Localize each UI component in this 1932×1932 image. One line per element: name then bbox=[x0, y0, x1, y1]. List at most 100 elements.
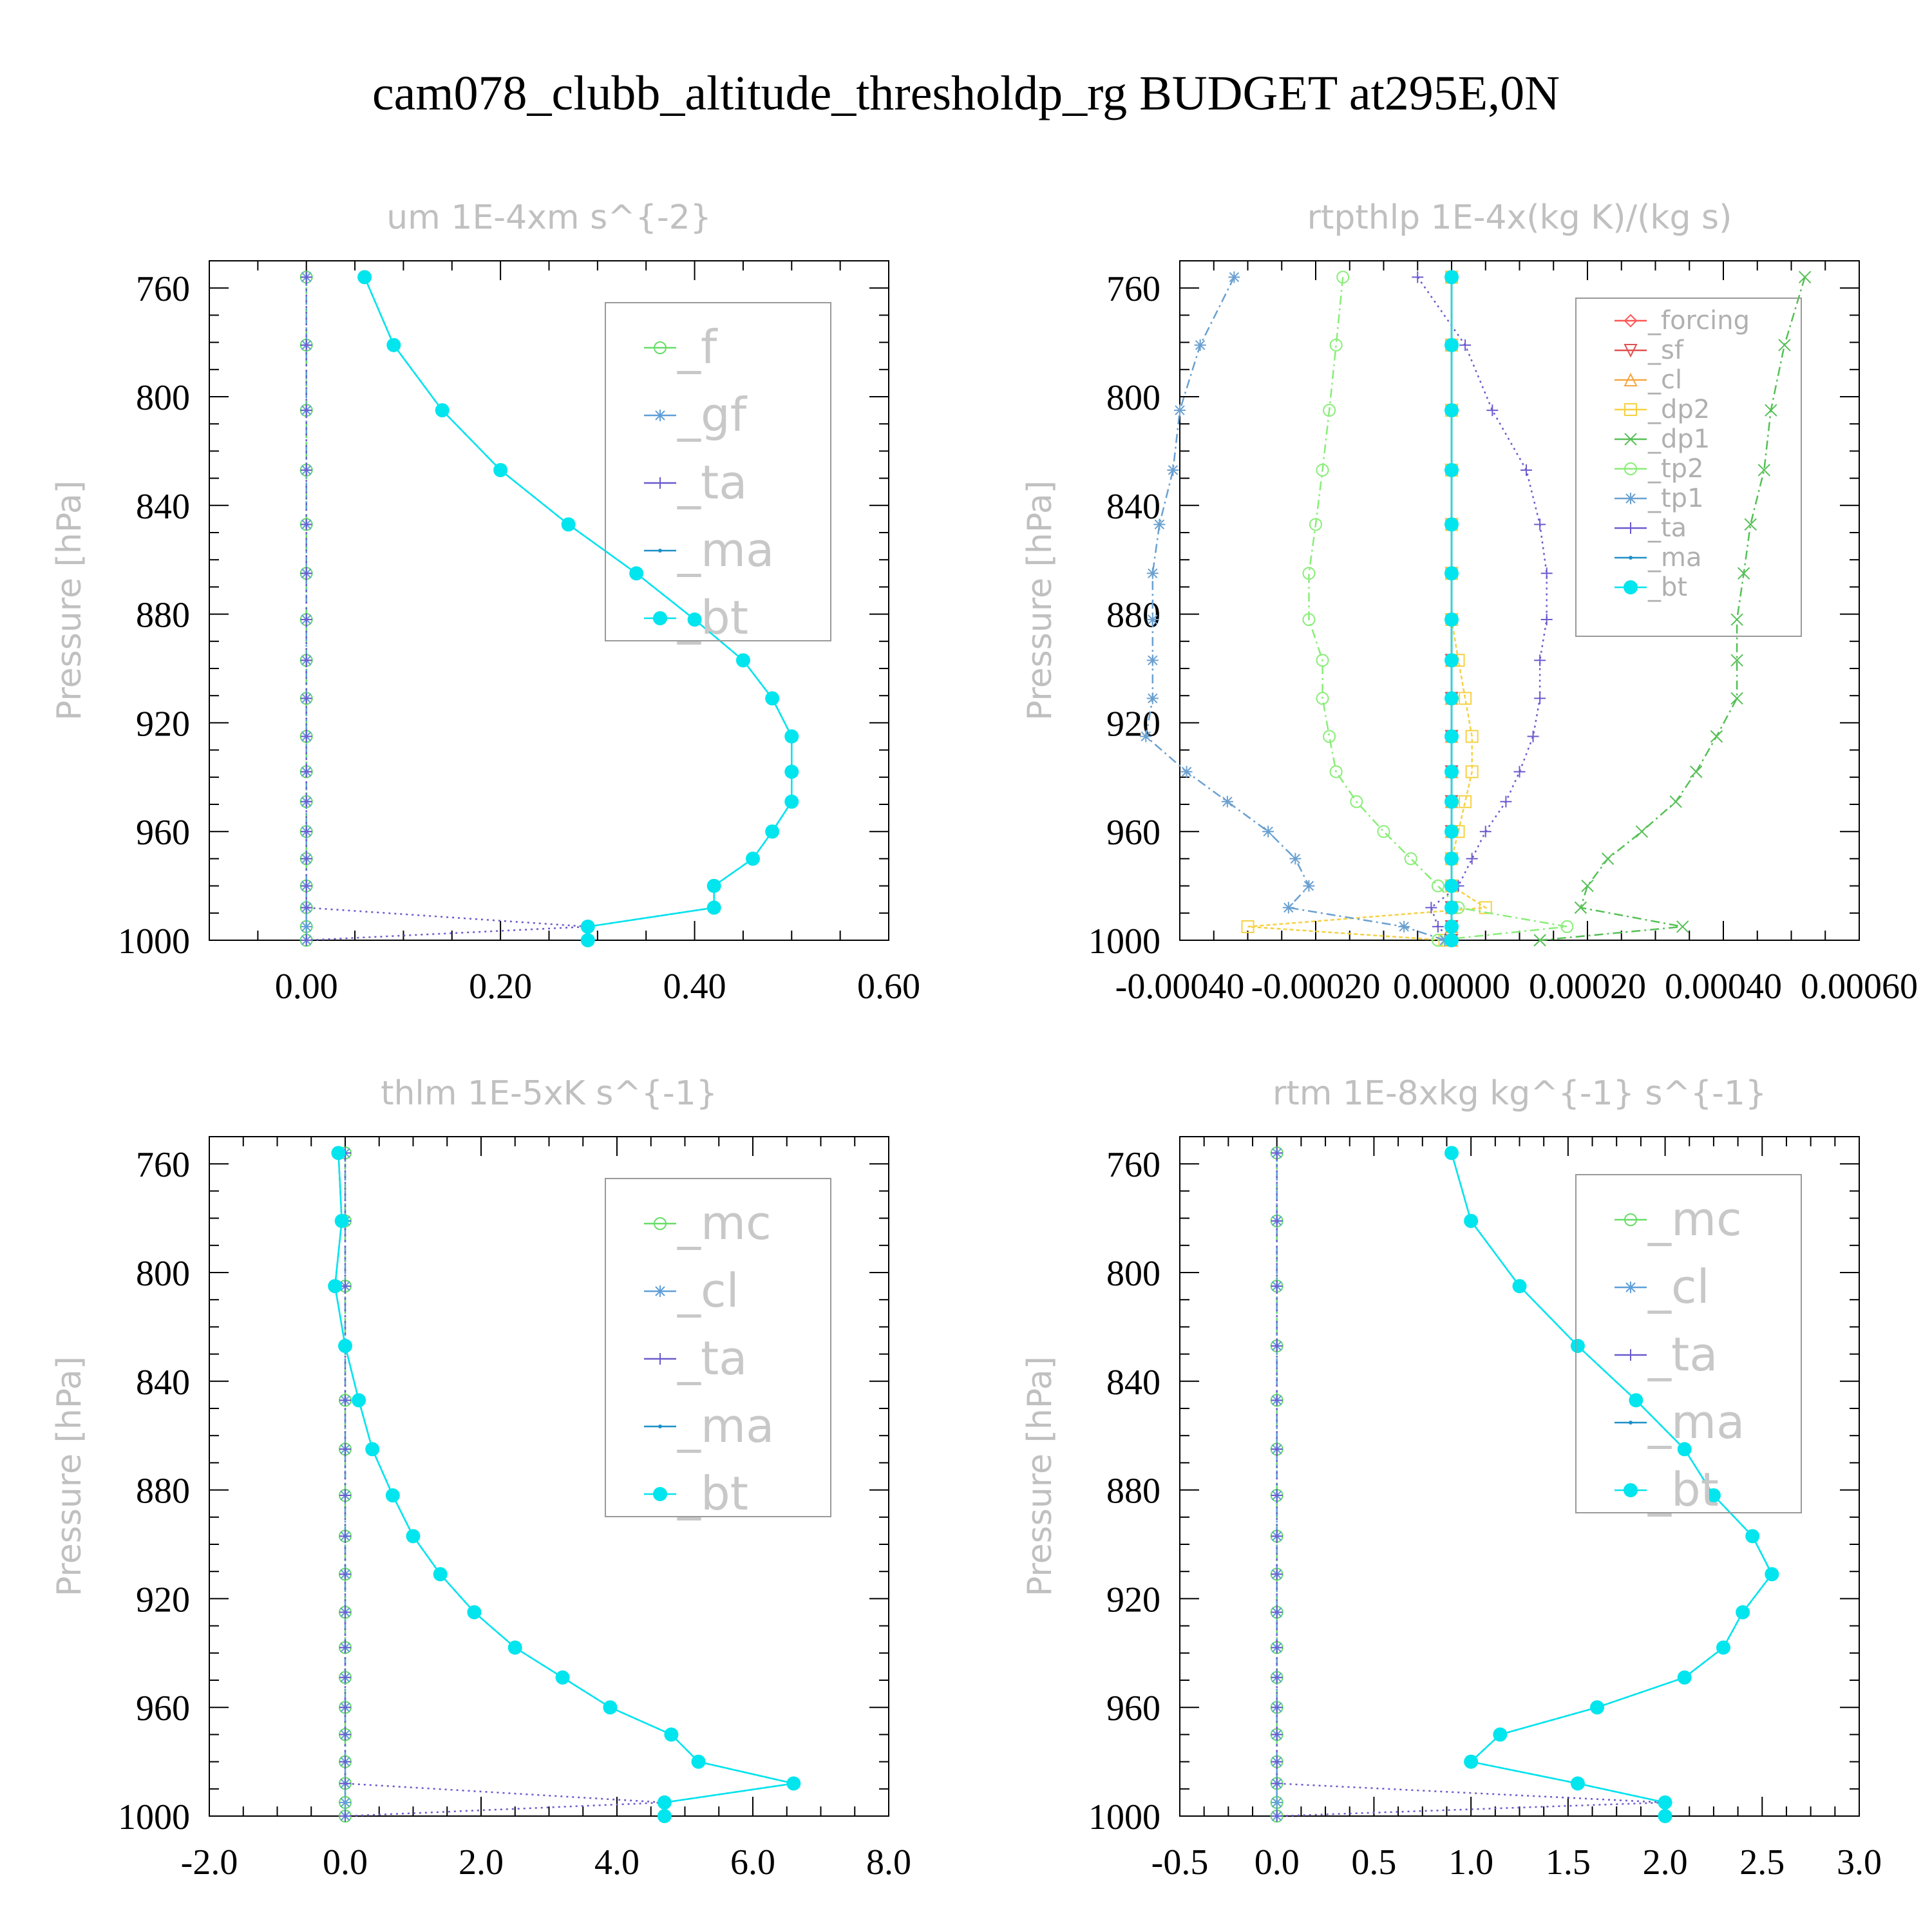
data-point bbox=[1736, 1605, 1750, 1620]
data-point bbox=[339, 1701, 351, 1714]
data-point bbox=[765, 691, 780, 706]
data-point bbox=[1271, 1756, 1283, 1768]
data-point bbox=[1444, 403, 1459, 418]
data-point bbox=[1271, 1728, 1283, 1741]
data-point bbox=[1271, 1810, 1283, 1822]
data-point bbox=[746, 851, 760, 866]
x-tick-label: 0.00060 bbox=[1801, 967, 1918, 1007]
panel-4: rtm 1E-8xkg kg^{-1} s^{-1} Pressure [hPa]… bbox=[1021, 1074, 1882, 1882]
plot-area bbox=[299, 270, 799, 947]
data-point bbox=[1412, 271, 1424, 283]
y-tick-label: 920 bbox=[1106, 1580, 1160, 1620]
data-point bbox=[300, 567, 312, 580]
data-point bbox=[300, 692, 312, 705]
data-point bbox=[300, 795, 312, 808]
series-tp1 bbox=[1140, 271, 1451, 946]
legend-item: _ma bbox=[1615, 543, 1701, 573]
legend-marker bbox=[1624, 314, 1638, 328]
legend-label: _ta bbox=[677, 1331, 747, 1385]
data-point bbox=[1658, 1795, 1672, 1810]
legend-marker bbox=[1629, 556, 1633, 560]
data-point bbox=[1574, 901, 1587, 914]
series-line bbox=[1247, 277, 1488, 942]
data-point bbox=[1444, 691, 1459, 706]
data-point bbox=[1271, 1340, 1283, 1352]
data-point bbox=[386, 337, 401, 352]
data-point bbox=[1404, 852, 1417, 866]
legend-label: _cl bbox=[1647, 365, 1682, 395]
data-point bbox=[300, 614, 312, 626]
data-point bbox=[1500, 795, 1512, 808]
data-point bbox=[1271, 1777, 1283, 1790]
data-point bbox=[1241, 920, 1255, 933]
data-point bbox=[1690, 765, 1703, 779]
data-point bbox=[1271, 1215, 1283, 1227]
y-tick-label: 840 bbox=[1106, 1363, 1160, 1403]
data-point bbox=[300, 766, 312, 778]
series-bt bbox=[1444, 270, 1459, 947]
data-point bbox=[1493, 1727, 1508, 1742]
data-point bbox=[1513, 766, 1526, 778]
legend-label: _tp2 bbox=[1647, 454, 1704, 484]
data-point bbox=[1444, 517, 1459, 532]
y-tick-label: 960 bbox=[136, 813, 190, 853]
y-tick-label: 960 bbox=[1106, 813, 1160, 853]
x-tick-label: -0.00020 bbox=[1251, 967, 1381, 1007]
legend-label: _f bbox=[677, 320, 718, 374]
data-point bbox=[691, 1754, 706, 1769]
data-point bbox=[339, 1490, 351, 1502]
x-tick-label: -0.00040 bbox=[1115, 967, 1245, 1007]
x-tick-label: 0.00 bbox=[275, 967, 338, 1007]
data-point bbox=[561, 517, 576, 532]
data-point bbox=[1146, 692, 1159, 705]
x-tick-label: 0.60 bbox=[857, 967, 920, 1007]
plot-frame bbox=[1179, 260, 1860, 941]
panel-title: rtm 1E-8xkg kg^{-1} s^{-1} bbox=[1273, 1074, 1766, 1113]
plot-frame bbox=[209, 1136, 889, 1817]
x-tick-label: 0.0 bbox=[323, 1842, 368, 1882]
panels: um 1E-4xm s^{-2} Pressure [hPa] 760 800 840 8… bbox=[50, 198, 1918, 1882]
legend-item: _bt bbox=[644, 1466, 748, 1520]
legend-item: _ta bbox=[644, 1331, 747, 1385]
legend-item: _mc bbox=[1615, 1192, 1742, 1246]
data-point bbox=[1570, 1776, 1585, 1791]
y-axis-label: Pressure [hPa] bbox=[1021, 1356, 1059, 1596]
data-point bbox=[1289, 853, 1302, 865]
data-point bbox=[1432, 920, 1444, 933]
data-point bbox=[300, 464, 312, 476]
x-tick-label: 6.0 bbox=[730, 1842, 775, 1882]
data-point bbox=[1464, 1213, 1479, 1228]
legend-box bbox=[1575, 1174, 1802, 1513]
x-tick-label: 2.0 bbox=[459, 1842, 504, 1882]
data-point bbox=[1444, 653, 1459, 668]
data-point bbox=[1329, 338, 1343, 352]
legend-item: _ma bbox=[644, 1399, 774, 1453]
y-tick-label: 920 bbox=[1106, 704, 1160, 744]
series-line bbox=[1450, 1152, 1773, 1816]
data-point bbox=[1271, 1568, 1283, 1580]
data-point bbox=[300, 404, 312, 417]
legend-item: _tp2 bbox=[1615, 454, 1704, 484]
data-point bbox=[1459, 339, 1472, 351]
data-point bbox=[1765, 404, 1777, 417]
legend-label: _cl bbox=[677, 1264, 739, 1318]
legend-label: _dp1 bbox=[1647, 424, 1710, 454]
data-point bbox=[357, 270, 372, 285]
data-point bbox=[1669, 795, 1682, 808]
data-point bbox=[339, 1642, 351, 1654]
legend-marker bbox=[1625, 1349, 1636, 1361]
data-point bbox=[1431, 879, 1444, 893]
data-point bbox=[784, 764, 799, 779]
data-point bbox=[603, 1700, 618, 1715]
x-tick-label: 0.00040 bbox=[1665, 967, 1782, 1007]
legend-label: _forcing bbox=[1647, 306, 1750, 336]
data-point bbox=[1444, 878, 1459, 893]
data-point bbox=[433, 1567, 448, 1582]
data-point bbox=[1465, 730, 1479, 743]
data-point bbox=[1635, 825, 1649, 838]
data-point bbox=[300, 920, 312, 933]
data-point bbox=[339, 1530, 351, 1542]
data-point bbox=[1336, 270, 1350, 284]
legend-label: _tp1 bbox=[1647, 484, 1704, 513]
data-point bbox=[328, 1279, 343, 1294]
